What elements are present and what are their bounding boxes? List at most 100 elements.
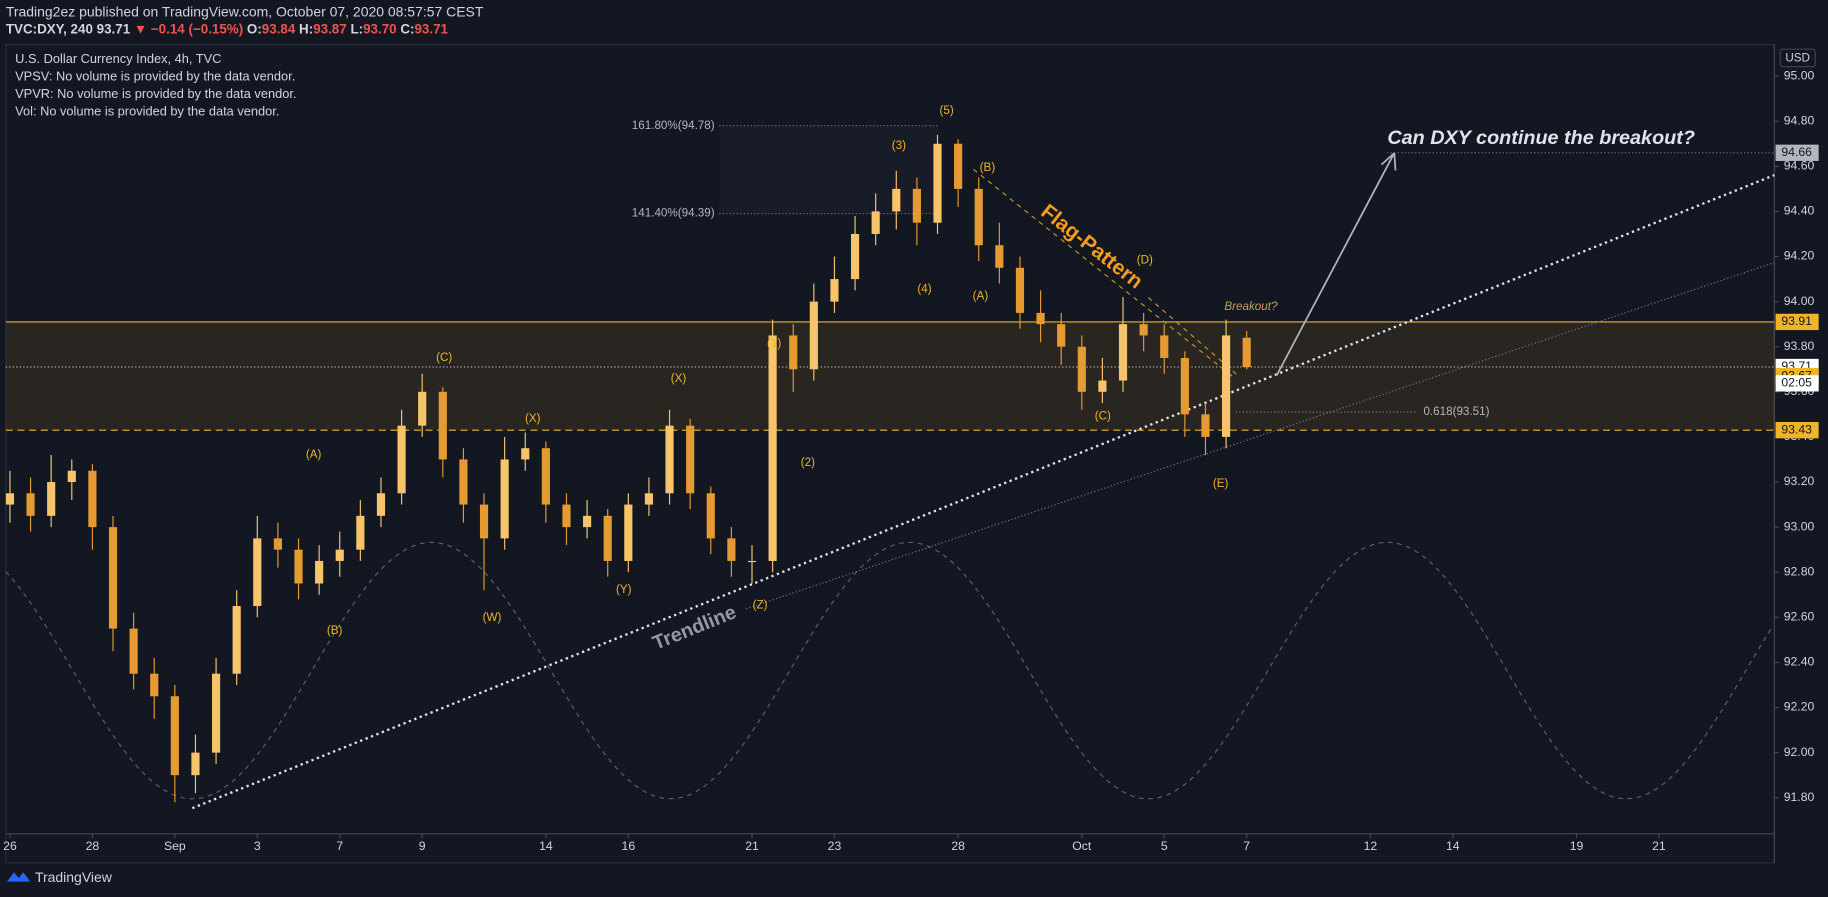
y-tick-label: 94.20 [1784, 249, 1815, 263]
l: L: [350, 21, 363, 36]
candle-body [253, 538, 262, 607]
candle-body [892, 188, 901, 212]
candle-body [954, 143, 963, 189]
y-tick-label: 92.00 [1784, 745, 1815, 759]
candle-body [294, 549, 303, 584]
flag-line-lower [1147, 297, 1239, 377]
price-tag-label: 93.43 [1781, 422, 1812, 436]
y-tick-label: 92.80 [1784, 564, 1815, 578]
published: Trading2ez published on TradingView.com,… [6, 4, 484, 20]
countdown-box [1775, 375, 1819, 392]
x-tick-label: 21 [745, 839, 759, 853]
candle-body [438, 391, 447, 460]
candle-body [768, 335, 777, 561]
candle-body [603, 515, 612, 561]
x-tick-label: 28 [951, 839, 965, 853]
wave-label: (Z) [753, 598, 768, 611]
x-tick-label: Sep [164, 839, 186, 853]
l-val: 93.70 [363, 21, 397, 36]
wave-label: (Y) [616, 583, 632, 596]
candle-body [1098, 380, 1107, 392]
candle-body [191, 752, 200, 776]
candle-body [88, 470, 97, 528]
x-tick-label: 14 [1446, 839, 1460, 853]
candle-body [315, 560, 324, 584]
candle-body [644, 493, 654, 505]
candle-body [1118, 324, 1128, 381]
candle-body [665, 425, 674, 494]
wave-label: (C) [436, 351, 452, 364]
fib-label: 0.618(93.51) [1423, 405, 1489, 418]
x-tick-label: 7 [1243, 839, 1250, 853]
last: 93.71 [97, 21, 131, 36]
fib-zone [719, 125, 939, 214]
candle-body [129, 628, 138, 674]
h-val: 93.87 [313, 21, 347, 36]
currency-box [1779, 48, 1816, 68]
candle-body [1077, 346, 1086, 392]
legend-item: Vol: No volume is provided by the data v… [15, 104, 279, 119]
candle-body [624, 504, 633, 561]
candle-body [912, 188, 921, 223]
y-tick-label: 93.80 [1784, 339, 1815, 353]
x-tick-label: 23 [828, 839, 842, 853]
y-tick-label: 92.40 [1784, 655, 1815, 669]
wave-label: (4) [917, 282, 931, 295]
fib-label: 141.40%(94.39) [632, 207, 715, 220]
arrow-head [1380, 152, 1397, 171]
x-tick-label: 12 [1364, 839, 1378, 853]
plot-frame [5, 43, 1775, 864]
footer-logo: TradingView [6, 869, 113, 885]
wave-label: (E) [1213, 477, 1229, 490]
y-tick-label: 94.60 [1784, 159, 1815, 173]
candle-body [1036, 312, 1045, 325]
candle-body [26, 493, 35, 516]
currency: USD [1785, 52, 1810, 65]
candle-body [211, 673, 221, 753]
o-val: 93.84 [262, 21, 296, 36]
candle-body [789, 335, 798, 370]
logo-icon [6, 872, 31, 882]
candle-body [500, 459, 509, 539]
cycle-curve [5, 541, 1774, 800]
y-tick-label: 95.00 [1784, 68, 1815, 82]
candle-body [995, 245, 1004, 268]
candle-body [541, 448, 550, 505]
wave-label: (A) [306, 448, 322, 461]
price-tag-label: 94.66 [1781, 145, 1812, 159]
wave-label: (1) [767, 337, 781, 350]
c: C: [400, 21, 414, 36]
candle-body [747, 560, 757, 563]
legend-title: U.S. Dollar Currency Index, 4h, TVC [15, 51, 221, 66]
y-tick-label: 93.20 [1784, 474, 1815, 488]
legend-item: VPVR: No volume is provided by the data … [15, 86, 296, 101]
y-tick-label: 94.80 [1784, 113, 1815, 127]
question: Can DXY continue the breakout? [1387, 127, 1695, 149]
y-tick-label: 92.60 [1784, 610, 1815, 624]
x-tick-label: 9 [419, 839, 426, 853]
arrow-line [1275, 152, 1396, 377]
wave-label: (X) [525, 412, 541, 425]
x-tick-label: 28 [86, 839, 100, 853]
flag-line [973, 168, 1237, 380]
breakout-label: Breakout? [1224, 300, 1278, 313]
candle-body [809, 301, 818, 370]
x-tick-label: 7 [336, 839, 343, 853]
candle-body [1015, 267, 1025, 313]
price-tag [1775, 313, 1819, 331]
lower-trendline [745, 261, 1775, 610]
symbol: TVC:DXY, 240 [6, 21, 93, 36]
candle-body [67, 470, 76, 483]
candle-body [974, 188, 983, 246]
c-val: 93.71 [414, 21, 448, 36]
wave-label: (B) [327, 624, 343, 637]
candle-body [376, 493, 386, 516]
candle-body [830, 279, 839, 302]
x-tick-label: 5 [1161, 839, 1168, 853]
y-tick-label: 94.00 [1784, 294, 1815, 308]
y-tick-label: 93.00 [1784, 519, 1815, 533]
y-tick-label: 94.40 [1784, 204, 1815, 218]
footer-text: TradingView [35, 869, 113, 885]
